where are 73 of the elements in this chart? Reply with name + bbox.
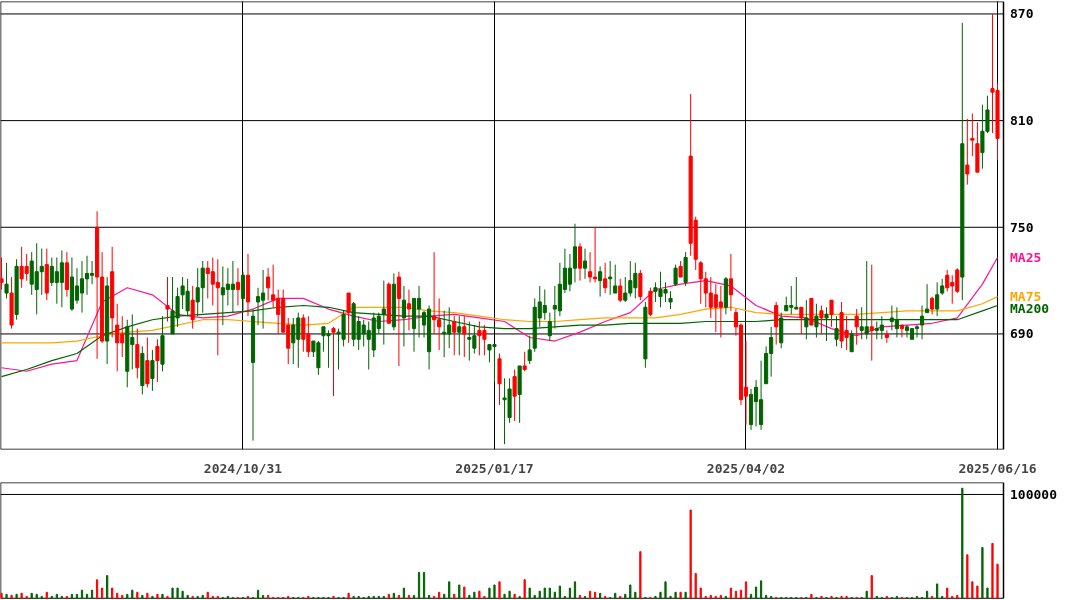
candlestick [331, 326, 336, 397]
candlestick [84, 255, 90, 296]
candlestick [613, 264, 618, 294]
y-tick-label: 870 [1010, 6, 1034, 22]
candlestick [145, 337, 150, 388]
candlestick [406, 289, 412, 331]
x-tick-label: 2025/01/17 [455, 460, 534, 476]
candlestick [572, 223, 578, 283]
candlestick [965, 118, 970, 186]
candlestick [577, 242, 583, 282]
candlestick [457, 315, 462, 356]
candlestick [603, 262, 608, 294]
candlestick [452, 315, 457, 356]
candlestick [396, 271, 401, 367]
line-series [0, 296, 999, 344]
candlestick [39, 248, 44, 296]
candlestick [904, 324, 910, 338]
candlestick [79, 260, 85, 314]
candlestick [673, 264, 678, 287]
candlestick [849, 329, 854, 353]
candlestick [155, 338, 160, 383]
candlestick [59, 249, 64, 308]
candlestick [442, 310, 447, 358]
candlestick [935, 281, 940, 317]
candlestick [648, 287, 653, 317]
candlestick [547, 312, 552, 342]
y-tick-label: 690 [1010, 326, 1034, 342]
candlestick [512, 369, 517, 422]
candlestick [618, 278, 623, 303]
candlestick [728, 253, 733, 312]
candlestick [718, 285, 723, 338]
candlestick [899, 324, 904, 338]
candlestick [522, 351, 527, 372]
candlestick [235, 267, 240, 306]
candlestick [527, 335, 532, 365]
candlestick [869, 264, 874, 362]
candlestick [608, 260, 613, 296]
candlestick [914, 324, 920, 338]
candlestick [925, 283, 930, 314]
candlestick [829, 299, 834, 328]
x-tick-label: 2024/10/31 [203, 460, 283, 476]
candlestick [819, 305, 824, 335]
candlestick [0, 257, 4, 290]
candlestick [638, 269, 643, 301]
candlestick [854, 308, 859, 346]
candlestick [582, 248, 588, 280]
x-tick-label: 2025/06/16 [958, 460, 1037, 476]
candlestick [834, 315, 839, 347]
candlestick [346, 292, 351, 344]
candlestick [165, 276, 170, 322]
candlestick [970, 113, 975, 157]
candlestick [266, 267, 271, 301]
candlestick [598, 265, 603, 298]
series-label: MA25 [1010, 250, 1042, 265]
y-tick-label: 810 [1010, 113, 1034, 129]
candlestick [135, 328, 140, 379]
candlestick [799, 306, 804, 335]
candlestick [542, 289, 547, 321]
x-tick-label: 2025/04/02 [706, 460, 786, 476]
candlestick [150, 349, 155, 392]
candlestick [945, 269, 950, 292]
candlestick [89, 260, 95, 285]
candlestick [190, 285, 195, 330]
line-series [0, 256, 999, 372]
y-tick-label: 100000 [1010, 486, 1058, 502]
candlestick [4, 262, 9, 299]
candlestick [879, 315, 884, 340]
y-tick-label: 750 [1010, 219, 1034, 235]
candlestick [115, 303, 120, 372]
candlestick [215, 258, 220, 356]
candlestick [462, 315, 467, 358]
candlestick [774, 301, 779, 346]
candlestick [588, 251, 593, 283]
